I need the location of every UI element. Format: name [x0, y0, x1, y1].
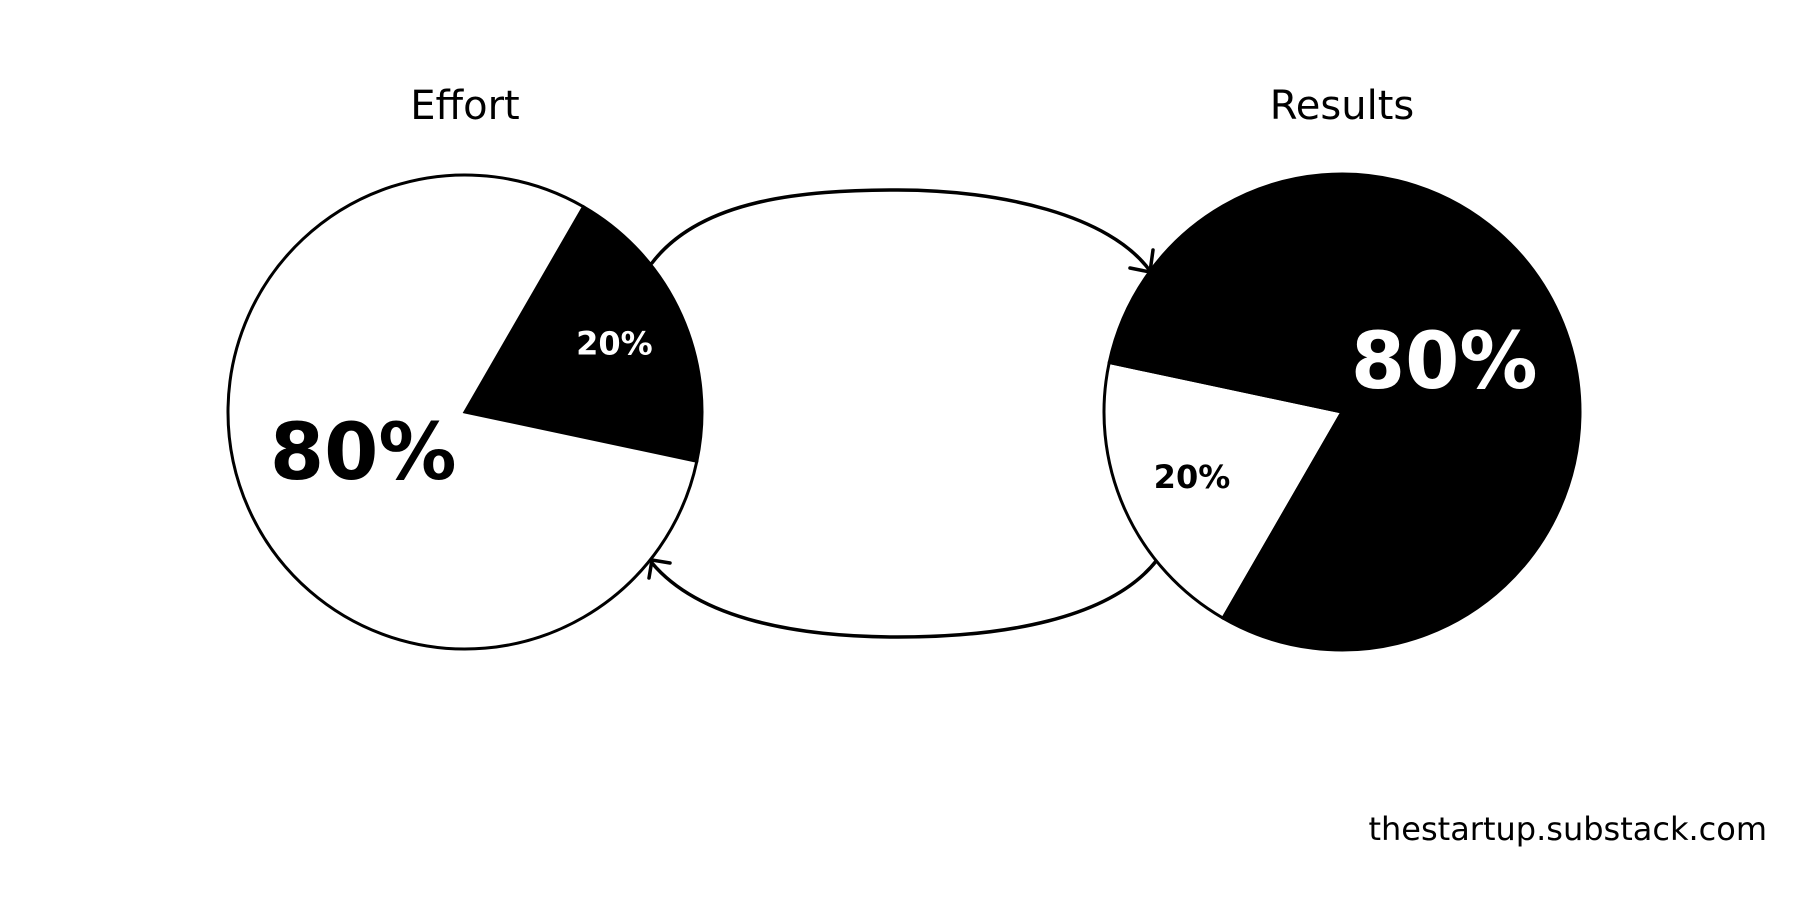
pie-title: Results — [1270, 83, 1414, 129]
data-label: 80% — [270, 408, 457, 498]
pie-slice — [462, 204, 704, 464]
arrow — [650, 188, 1152, 273]
arrow — [650, 558, 1159, 639]
pie-title: Effort — [410, 83, 519, 129]
pie-slice — [1102, 360, 1345, 621]
pie-slice — [226, 173, 699, 651]
data-label: 20% — [1154, 458, 1231, 496]
data-label: 20% — [576, 324, 653, 362]
data-label: 80% — [1351, 317, 1538, 407]
source: thestartup.substack.com — [1368, 810, 1767, 848]
pie-slice — [1107, 172, 1582, 652]
